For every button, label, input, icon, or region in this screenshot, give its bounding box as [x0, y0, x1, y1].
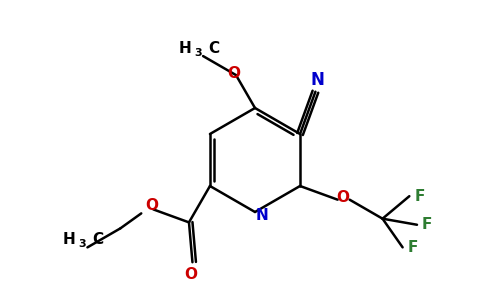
Text: C: C — [92, 232, 104, 247]
Text: O: O — [184, 267, 197, 282]
Text: F: F — [414, 189, 424, 204]
Text: F: F — [422, 217, 432, 232]
Text: N: N — [256, 208, 268, 223]
Text: H: H — [178, 40, 191, 56]
Text: N: N — [311, 71, 324, 89]
Text: O: O — [145, 198, 158, 213]
Text: H: H — [63, 232, 76, 247]
Text: F: F — [408, 240, 418, 255]
Text: 3: 3 — [194, 48, 202, 58]
Text: O: O — [336, 190, 349, 205]
Text: 3: 3 — [78, 239, 86, 249]
Text: O: O — [227, 66, 241, 81]
Text: C: C — [208, 40, 219, 56]
